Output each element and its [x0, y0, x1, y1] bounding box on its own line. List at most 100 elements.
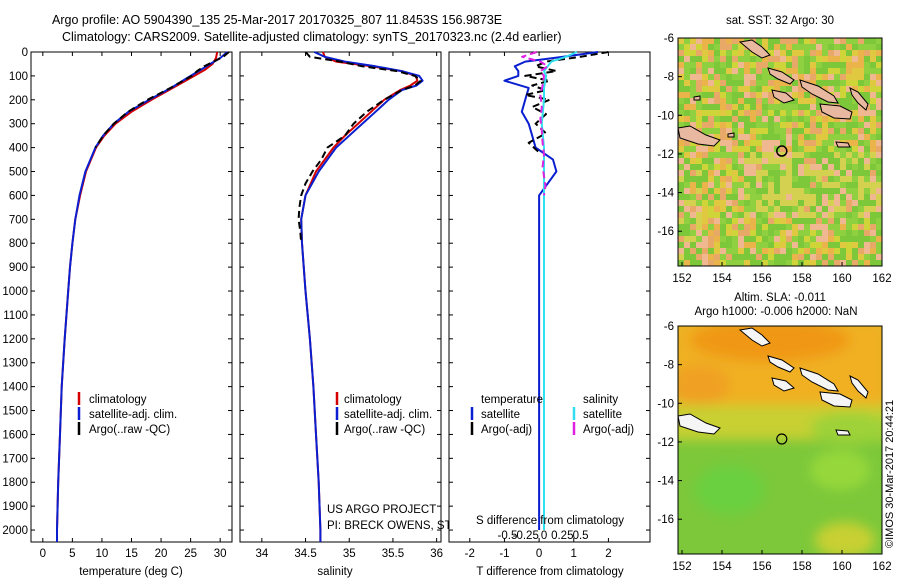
sst-cell	[762, 206, 768, 212]
sst-cell	[786, 224, 792, 230]
sst-cell	[864, 164, 870, 170]
sst-cell	[852, 224, 858, 230]
sst-cell	[780, 116, 786, 122]
sst-cell	[756, 218, 762, 224]
sst-cell	[756, 182, 762, 188]
sst-cell	[720, 230, 726, 236]
s-diff-tick-label: -0.5	[498, 530, 518, 542]
sst-cell	[756, 98, 762, 104]
sst-cell	[756, 158, 762, 164]
sst-cell	[684, 80, 690, 86]
sst-cell	[822, 176, 828, 182]
depth-tick-label: 600	[9, 190, 28, 202]
sst-cell	[768, 116, 774, 122]
sst-cell	[762, 128, 768, 134]
sst-cell	[690, 254, 696, 260]
sst-cell	[702, 62, 708, 68]
sst-cell	[834, 164, 840, 170]
sst-cell	[780, 194, 786, 200]
sst-cell	[774, 38, 780, 44]
sst-cell	[762, 80, 768, 86]
salinity-xlabel: salinity	[317, 566, 352, 578]
sst-cell	[816, 236, 822, 242]
sst-cell	[774, 164, 780, 170]
sst-cell	[786, 218, 792, 224]
depth-tick-label: 200	[9, 95, 28, 107]
sst-cell	[738, 146, 744, 152]
sst-cell	[870, 50, 876, 56]
sst-cell	[792, 176, 798, 182]
sst-cell	[708, 38, 714, 44]
sst-cell	[864, 260, 870, 266]
sst-cell	[708, 236, 714, 242]
sst-cell	[804, 92, 810, 98]
sst-cell	[690, 194, 696, 200]
sst-cell	[840, 248, 846, 254]
sst-cell	[798, 164, 804, 170]
sst-cell	[804, 212, 810, 218]
sst-cell	[816, 260, 822, 266]
sst-cell	[858, 152, 864, 158]
sst-cell	[690, 182, 696, 188]
sst-cell	[792, 194, 798, 200]
sst-cell	[816, 122, 822, 128]
s-difference-label: S difference from climatology	[476, 515, 624, 527]
sst-cell	[756, 254, 762, 260]
sst-cell	[726, 110, 732, 116]
sst-cell	[702, 128, 708, 134]
sst-cell	[822, 56, 828, 62]
sst-cell	[696, 146, 702, 152]
sst-cell	[846, 104, 852, 110]
sst-cell	[792, 38, 798, 44]
sst-cell	[864, 62, 870, 68]
sst-cell	[750, 242, 756, 248]
sst-cell	[858, 260, 864, 266]
sst-cell	[786, 164, 792, 170]
sst-cell	[720, 164, 726, 170]
salinity-axes-frame	[239, 51, 442, 543]
sst-cell	[732, 104, 738, 110]
sst-cell	[852, 80, 858, 86]
sst-cell	[762, 236, 768, 242]
sst-cell	[750, 122, 756, 128]
sst-cell	[738, 134, 744, 140]
sst-cell	[708, 200, 714, 206]
sst-cell	[702, 74, 708, 80]
sla-coastlines	[678, 327, 869, 436]
depth-tick-label: 300	[9, 119, 28, 131]
sst-cell	[726, 194, 732, 200]
sst-cell	[708, 80, 714, 86]
sst-cell	[828, 170, 834, 176]
sst-cell	[774, 110, 780, 116]
sst-cell	[738, 158, 744, 164]
sst-cell	[678, 158, 684, 164]
sst-cell	[792, 128, 798, 134]
sst-cell	[858, 212, 864, 218]
sst-cell	[852, 218, 858, 224]
sst-cell	[732, 254, 738, 260]
map-y-tick-label: -16	[657, 514, 674, 526]
sst-cell	[870, 98, 876, 104]
sst-cell	[762, 92, 768, 98]
sst-cell	[834, 80, 840, 86]
sst-cell	[810, 140, 816, 146]
sst-cell	[756, 224, 762, 230]
temperature-panel: 0100200300400500600700800900100011001200…	[2, 47, 233, 578]
sst-cell	[834, 218, 840, 224]
sst-cell	[822, 242, 828, 248]
sst-cell	[834, 212, 840, 218]
sst-cell	[834, 128, 840, 134]
sst-cell	[726, 44, 732, 50]
sst-cell	[774, 80, 780, 86]
s-diff-tick-label: 0.5	[573, 530, 589, 542]
island-santa-isabel	[799, 79, 839, 104]
series-line-t-satellite	[503, 51, 599, 530]
sst-cell	[780, 44, 786, 50]
sst-cell	[804, 134, 810, 140]
sst-cell	[822, 212, 828, 218]
sst-cell	[744, 188, 750, 194]
depth-tick-label: 0	[22, 47, 28, 59]
sst-cell	[738, 248, 744, 254]
sst-cell	[810, 218, 816, 224]
sst-cell	[870, 134, 876, 140]
